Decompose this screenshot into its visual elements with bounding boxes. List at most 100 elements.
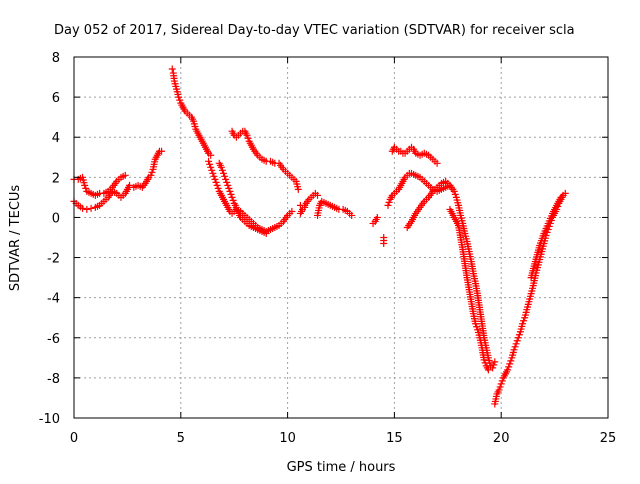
data-point	[206, 160, 214, 168]
data-point	[226, 187, 234, 195]
data-point	[217, 163, 225, 171]
data-point	[497, 380, 505, 388]
series-trace-15	[403, 177, 499, 372]
data-point	[262, 229, 270, 237]
series-trace-14	[388, 143, 441, 167]
data-point	[228, 193, 236, 201]
data-point	[210, 172, 218, 180]
data-point	[81, 181, 89, 189]
data-point	[213, 181, 221, 189]
data-point	[510, 346, 518, 354]
data-point	[229, 196, 237, 204]
data-point	[158, 147, 166, 155]
data-point	[512, 340, 520, 348]
x-tick-label: 5	[177, 431, 185, 446]
data-point	[221, 172, 229, 180]
x-tick-label: 25	[600, 431, 617, 446]
data-point	[520, 317, 528, 325]
data-point	[561, 189, 569, 197]
data-point	[87, 204, 95, 212]
data-point	[211, 175, 219, 183]
data-point	[208, 166, 216, 174]
data-point	[373, 213, 381, 221]
series-trace-4	[168, 65, 215, 159]
series-trace-12	[380, 234, 388, 248]
data-point	[243, 131, 251, 139]
data-point	[484, 366, 492, 374]
data-point	[380, 240, 388, 248]
data-point	[384, 201, 392, 209]
series-trace-3	[130, 147, 166, 191]
data-point	[504, 366, 512, 374]
data-point	[481, 359, 489, 367]
series-trace-5	[205, 157, 296, 235]
series-trace-9	[296, 203, 309, 217]
y-tick-label: 2	[52, 171, 60, 186]
data-point	[147, 171, 155, 179]
data-point	[557, 193, 565, 201]
data-point	[175, 93, 183, 101]
data-point	[506, 360, 514, 368]
y-tick-label: -6	[47, 332, 60, 347]
data-point	[495, 386, 503, 394]
data-point	[498, 377, 506, 385]
series-trace-18	[527, 193, 565, 282]
data-point	[207, 163, 215, 171]
data-point	[220, 169, 228, 177]
data-point	[490, 361, 498, 369]
y-axis-label: SDTVAR / TECUs	[8, 185, 23, 292]
data-point	[491, 358, 499, 366]
data-point	[126, 181, 134, 189]
data-point	[207, 151, 215, 159]
y-tick-label: 6	[52, 91, 60, 106]
data-point	[301, 203, 309, 211]
y-tick-label: -10	[39, 412, 60, 427]
data-point	[472, 320, 480, 328]
data-point	[214, 184, 222, 192]
data-point	[232, 203, 240, 211]
series-trace-10	[314, 197, 356, 219]
plot-frame	[73, 56, 609, 419]
data-point	[79, 204, 87, 212]
data-point	[225, 184, 233, 192]
data-point	[514, 334, 522, 342]
y-tick-label: -8	[47, 372, 60, 387]
data-point	[121, 171, 129, 179]
data-point	[451, 190, 459, 198]
data-point	[294, 185, 302, 193]
y-tick-label: 0	[52, 211, 60, 226]
data-point	[168, 65, 176, 73]
data-point	[218, 166, 226, 174]
data-point	[223, 178, 231, 186]
y-tick-label: -4	[47, 292, 60, 307]
data-point	[450, 187, 458, 195]
data-point	[205, 157, 213, 165]
data-point	[244, 134, 252, 142]
data-point	[222, 175, 230, 183]
data-point	[227, 190, 235, 198]
x-tick-label: 20	[493, 431, 510, 446]
data-point	[433, 159, 441, 167]
data-point	[507, 357, 515, 365]
data-point	[148, 168, 156, 176]
data-point	[385, 198, 393, 206]
data-point	[209, 169, 217, 177]
data-point	[82, 184, 90, 192]
y-tick-label: 8	[52, 51, 60, 66]
series-trace-2	[70, 171, 129, 199]
data-point	[314, 191, 322, 199]
data-point	[83, 205, 91, 213]
series-trace-11	[369, 213, 381, 227]
data-point	[473, 323, 481, 331]
data-point	[513, 337, 521, 345]
data-point	[288, 207, 296, 215]
y-tick-label: 4	[52, 131, 60, 146]
data-point	[212, 178, 220, 186]
chart-title: Day 052 of 2017, Sidereal Day-to-day VTE…	[54, 23, 575, 38]
data-point	[176, 96, 184, 104]
data-point	[515, 331, 523, 339]
data-point	[519, 320, 527, 328]
data-point	[348, 211, 356, 219]
